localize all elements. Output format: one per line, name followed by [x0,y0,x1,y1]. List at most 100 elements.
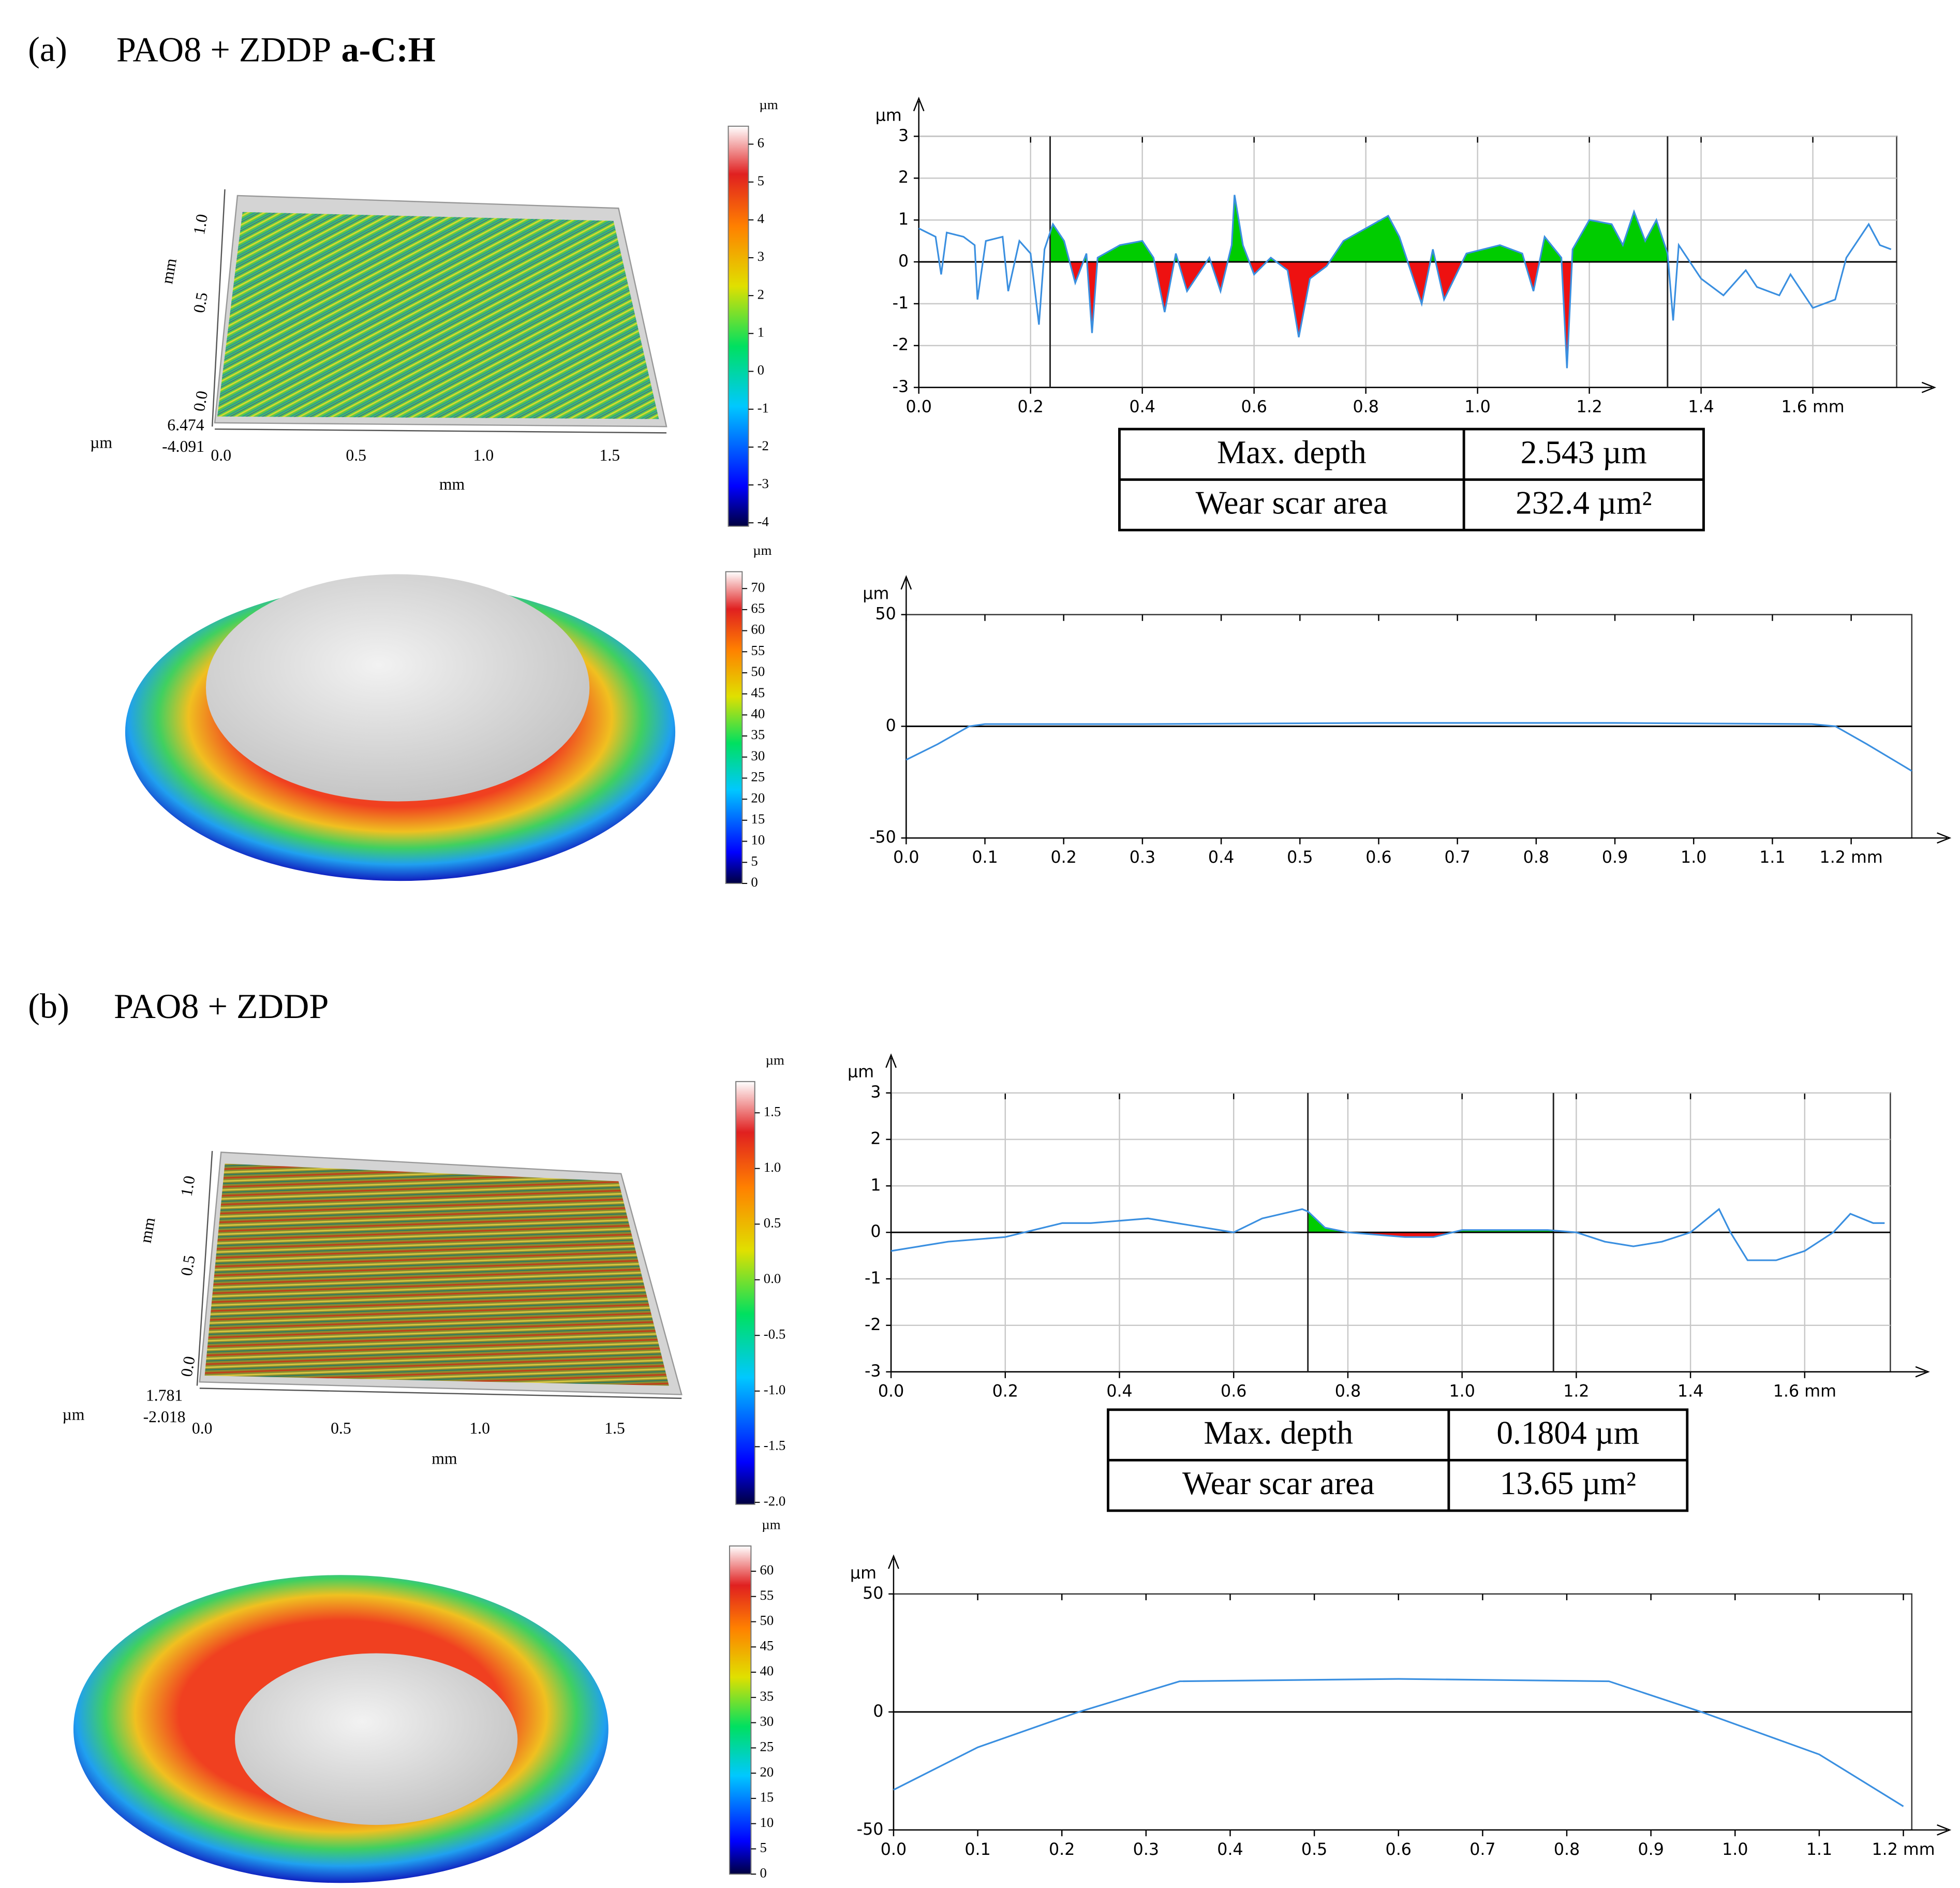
colorbar-tick-label: 65 [751,600,765,616]
y-tick-label: 50 [875,605,896,624]
surface-z-min: -4.091 [162,437,204,455]
colorbar-tick-label: 30 [751,748,765,763]
y-axis-label: µm [863,585,889,603]
surface-y-tick: 1.0 [177,1174,198,1198]
colorbar-tick-label: -2.0 [764,1493,785,1509]
table-cell: Max. depth [1217,434,1367,470]
colorbar: -4 -3 -2 -1 0 1 2 3 4 5 6 µm [727,97,778,529]
x-tick-label: 0.5 [1301,1840,1327,1859]
x-tick-label: 0.8 [1523,848,1549,867]
surface-x-label: mm [439,475,465,493]
surface-x-tick: 0.0 [192,1419,213,1437]
colorbar-gradient [727,125,749,527]
colorbar-tick-label: 15 [751,811,765,827]
y-tick-label: 1 [870,1176,881,1194]
colorbar-unit: µm [759,97,778,112]
x-tick-label: 0.9 [1638,1840,1664,1859]
x-tick-label: 0.2 [1051,848,1077,867]
y-axis-arrow [885,1053,897,1068]
surface-y-label: mm [158,257,180,285]
x-tick-label: 1.2 mm [1872,1840,1935,1859]
colorbar-tick-label: 40 [760,1663,774,1678]
y-tick-label: -50 [869,828,896,847]
y-axis-arrow [888,1554,899,1569]
colorbar-tick-label: 20 [760,1764,774,1779]
colorbar-unit: µm [766,1052,784,1068]
surface-z-label: µm [90,434,112,452]
title-bold: a-C:H [341,30,436,69]
colorbar-tick-label: 0 [760,1865,766,1880]
colorbar-tick-label: 0.5 [764,1215,781,1230]
table-cell: 0.1804 µm [1496,1415,1639,1451]
x-tick-label: 0.0 [906,398,932,417]
colorbar-tick-label: 60 [751,622,765,637]
x-tick-label: 1.2 [1563,1382,1589,1401]
colorbar-gradient [735,1081,755,1505]
colorbar-gradient [729,1545,752,1875]
x-tick-label: 1.6 mm [1773,1382,1836,1401]
surface-3d-a [211,189,667,434]
surface-x-tick: 1.5 [599,446,620,464]
surface-z-max: 6.474 [167,416,204,434]
wear-area-below [1308,1232,1554,1237]
colorbar-tick-label: 0 [758,362,764,378]
table-cell: Max. depth [1204,1415,1353,1451]
colorbar-tick-label: 60 [760,1562,774,1577]
colorbar-tick-label: 15 [760,1789,774,1805]
colorbar-tick-label: 1.0 [764,1159,781,1175]
colorbar-tick-label: 70 [751,579,765,595]
panel-label: (b) [28,986,69,1025]
colorbar-tick-label: 4 [758,211,764,226]
y-tick-label: -1 [893,294,909,313]
wear-area-above [1050,195,1668,262]
colorbar-tick-label: 50 [760,1613,774,1628]
colorbar-tick-label: 5 [751,853,758,868]
colorbar-tick-label: 35 [751,727,765,742]
x-tick-label: 0.0 [878,1382,904,1401]
surface-y-tick: 0.5 [190,291,211,314]
surface-x-tick: 0.0 [211,446,231,464]
profile-line [890,1207,1885,1261]
y-tick-label: 2 [870,1130,881,1148]
profile-line [905,722,1912,772]
surface-x-label: mm [432,1450,457,1468]
y-tick-label: 0 [886,716,896,735]
colorbar-tick-label: -1.0 [764,1382,785,1397]
x-tick-label: 1.4 [1688,398,1714,417]
surface-x-tick: 0.5 [346,446,366,464]
x-tick-label: 0.4 [1129,398,1155,417]
x-tick-label: 1.2 [1576,398,1602,417]
y-tick-label: -2 [865,1316,881,1334]
x-tick-label: 0.8 [1353,398,1378,417]
y-tick-label: 3 [870,1083,881,1102]
x-tick-label: 1.2 mm [1820,848,1883,867]
y-tick-label: 0 [898,252,909,271]
colorbar: 0 5 10 15 20 25 30 35 40 45 50 55 60 µm [729,1516,781,1880]
colorbar-unit: µm [762,1516,780,1532]
x-axis-arrow [1915,1366,1930,1378]
y-tick-label: 1 [898,210,909,229]
colorbar-tick-label: 1 [758,325,764,340]
surface-x-tick: 0.5 [331,1419,351,1437]
table-cell: 13.65 µm² [1500,1465,1636,1501]
y-axis-label: µm [848,1063,874,1082]
surface-3d-b [196,1151,682,1399]
table-cell: Wear scar area [1182,1465,1374,1501]
colorbar: 0 5 10 15 20 25 30 35 40 45 50 55 60 65 70 µm [725,542,772,890]
surface-x-tick: 1.0 [469,1419,490,1437]
y-tick-label: 50 [863,1584,883,1603]
colorbar-tick-label: -3 [758,476,769,491]
x-tick-label: 0.6 [1221,1382,1246,1401]
colorbar-tick-label: 45 [751,685,765,700]
colorbar-tick-label: 5 [758,173,764,188]
profile-chart: 0.0 0.2 0.4 0.6 0.8 1.0 1.2 1.4 1.6 mm -3 -2 -1 0 1 2 3… [848,1053,1930,1401]
panel-title: PAO8 + ZDDP [114,986,329,1025]
ball-3d-a [125,574,676,881]
y-axis-label: µm [850,1564,877,1583]
x-axis-arrow [1921,381,1937,393]
colorbar-tick-label: 55 [760,1587,774,1603]
y-tick-label: -3 [893,378,909,396]
colorbar-tick-label: -0.5 [764,1326,785,1341]
colorbar: -2.0 -1.5 -1.0 -0.5 0.0 0.5 1.0 1.5 µm [735,1052,785,1509]
x-tick-label: 0.3 [1130,848,1155,867]
